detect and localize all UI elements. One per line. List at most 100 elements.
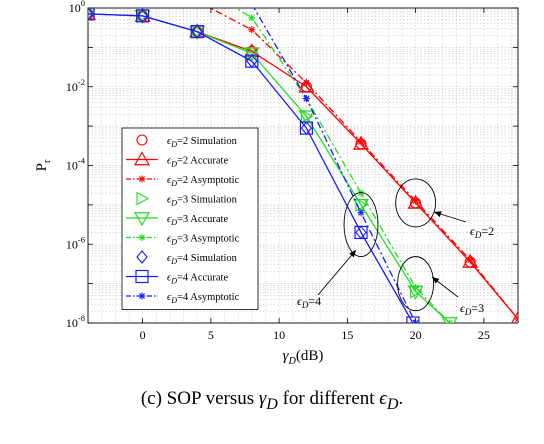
y-axis-title: Pr	[34, 159, 53, 171]
legend-entry: ϵD=3 Simulation	[136, 191, 238, 208]
data-point	[357, 209, 365, 217]
data-point	[354, 225, 368, 240]
data-point	[88, 8, 95, 21]
legend-entry: ϵD=4 Asymptotic	[126, 292, 240, 305]
annotation-ellipse	[397, 256, 435, 312]
legend-label: ϵD=2 Asymptotic	[167, 175, 240, 188]
data-point	[466, 256, 474, 264]
caption-gamma-sub: D	[266, 395, 278, 413]
star-stroke	[248, 26, 255, 33]
data-point	[302, 95, 310, 103]
star-stroke	[448, 319, 453, 323]
series-group	[88, 8, 518, 323]
data-point	[88, 10, 96, 18]
annotation-label: ϵD=4	[297, 294, 321, 310]
series--d-2-asymptotic	[208, 8, 518, 323]
y-tick-label: 10-6	[66, 234, 85, 251]
legend-label: ϵD=2 Simulation	[167, 136, 238, 149]
annotation-2: ϵD=3	[397, 256, 484, 317]
data-point	[441, 317, 458, 323]
data-point	[406, 316, 420, 323]
data-point	[136, 191, 150, 206]
data-point	[133, 212, 151, 227]
legend-entry: ϵD=4 Simulation	[136, 250, 238, 266]
series-line	[88, 13, 414, 323]
star-stroke	[412, 319, 417, 323]
legend-label: ϵD=4 Accurate	[167, 273, 228, 286]
star-stroke	[138, 175, 146, 183]
legend-entry: ϵD=3 Accurate	[126, 212, 228, 227]
legend-label: ϵD=3 Accurate	[167, 214, 228, 227]
star-stroke	[514, 318, 518, 323]
annotation-arrow	[317, 249, 357, 296]
data-point	[302, 79, 310, 87]
y-tick-label: 10-8	[66, 313, 85, 330]
sop-chart: 0 5 10 15 20 25 100 10-2 10-4 10-6 10-8 γD(dB) Pr ϵD=…	[34, 0, 519, 367]
star-stroke	[446, 319, 451, 323]
data-point	[245, 54, 259, 68]
data-point	[299, 121, 314, 135]
caption-gamma: γ	[258, 388, 267, 409]
series--d-4-accurate	[88, 8, 420, 323]
data-point	[133, 151, 151, 166]
series--d-4-asymptotic	[253, 8, 420, 323]
data-point	[412, 319, 420, 323]
annotation-ellipse	[343, 192, 379, 258]
data-point	[248, 14, 256, 22]
star-stroke	[514, 316, 518, 320]
data-point	[138, 292, 146, 300]
data-point	[88, 8, 94, 21]
star-stroke	[138, 234, 146, 241]
data-point	[514, 315, 518, 323]
caption-epsilon: ϵ	[379, 388, 387, 409]
star-stroke	[138, 292, 146, 300]
data-point	[412, 284, 420, 292]
caption-epsilon-sub: D	[386, 395, 399, 413]
data-point	[300, 109, 314, 124]
data-point	[243, 47, 260, 62]
star-stroke	[358, 209, 365, 216]
x-tick-label: 5	[208, 328, 214, 342]
star-stroke	[303, 95, 310, 102]
data-point	[88, 8, 97, 23]
legend-label: ϵD=3 Asymptotic	[167, 234, 240, 247]
ticks	[88, 7, 518, 324]
legend-entry: ϵD=2 Simulation	[136, 134, 238, 149]
data-point	[462, 253, 479, 268]
data-point	[248, 26, 256, 34]
star-stroke	[412, 284, 419, 291]
figure-caption: (c) SOP versus γD for different ϵD.	[0, 388, 544, 414]
star-stroke	[467, 256, 474, 264]
x-tick-label: 20	[410, 328, 422, 342]
data-point	[446, 319, 454, 323]
grid	[88, 8, 518, 323]
data-point	[138, 234, 146, 241]
data-point	[138, 175, 146, 183]
legend-label: ϵD=4 Asymptotic	[167, 292, 240, 305]
x-tick-label: 15	[341, 328, 353, 342]
annotation-3: ϵD=4	[297, 192, 379, 310]
legend-entry: ϵD=4 Accurate	[126, 269, 228, 286]
annotation-arrowhead	[432, 277, 440, 284]
star-stroke	[248, 14, 255, 21]
legend-entry: ϵD=3 Asymptotic	[126, 234, 240, 247]
legend-label: ϵD=3 Simulation	[167, 195, 238, 208]
data-point	[407, 194, 424, 209]
data-point	[412, 197, 420, 205]
annotations: ϵD=2 ϵD=3 ϵD=4	[297, 178, 494, 317]
x-tick-label: 25	[478, 328, 490, 342]
data-point	[511, 310, 518, 323]
star-stroke	[303, 79, 310, 86]
star-stroke	[358, 190, 365, 197]
series-line	[234, 8, 451, 323]
annotation-1: ϵD=2	[395, 178, 494, 240]
legend-entry: ϵD=2 Accurate	[126, 151, 228, 169]
x-tick-label: 0	[140, 328, 146, 342]
annotation-label: ϵD=3	[460, 301, 484, 317]
data-point	[190, 25, 204, 39]
caption-prefix: (c) SOP versus	[140, 388, 259, 409]
y-tick-label: 10-4	[66, 156, 86, 173]
legend-label: ϵD=2 Accurate	[167, 156, 228, 169]
data-point	[298, 110, 315, 125]
star-stroke	[358, 138, 365, 145]
